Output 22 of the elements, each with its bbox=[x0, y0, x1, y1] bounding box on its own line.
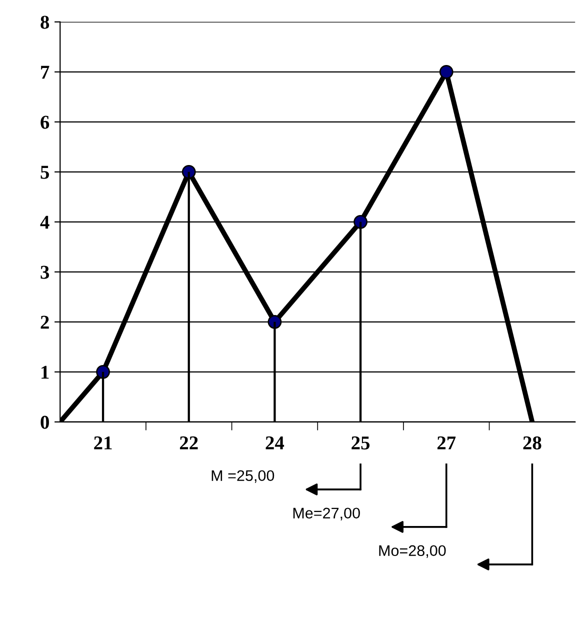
point bbox=[182, 164, 196, 179]
x-tick-label: 27 bbox=[437, 436, 456, 450]
y-tick-label: 2 bbox=[40, 316, 49, 329]
y-tick-label: 6 bbox=[40, 116, 50, 129]
x-tick-label: 24 bbox=[266, 436, 284, 450]
y-tick-label: 3 bbox=[40, 266, 50, 279]
y-tick-label: 1 bbox=[42, 366, 49, 379]
x-tick-label: 25 bbox=[352, 436, 370, 450]
x-tick-label: 21 bbox=[94, 436, 112, 450]
y-tick-label: 0 bbox=[40, 416, 49, 429]
text: M =25,00 bbox=[212, 470, 274, 483]
point bbox=[439, 64, 454, 79]
x-tick-label: 22 bbox=[180, 436, 198, 450]
point bbox=[96, 364, 110, 379]
y-tick-label: 8 bbox=[40, 16, 50, 29]
text: Me=27,00 bbox=[293, 508, 360, 520]
y-tick-label: 4 bbox=[40, 216, 50, 229]
x-tick-label: 28 bbox=[523, 436, 542, 450]
y-tick-label: 7 bbox=[41, 66, 50, 79]
point bbox=[354, 214, 368, 229]
y-tick-label: 5 bbox=[40, 166, 49, 179]
text: Mo=28,00 bbox=[379, 545, 446, 558]
